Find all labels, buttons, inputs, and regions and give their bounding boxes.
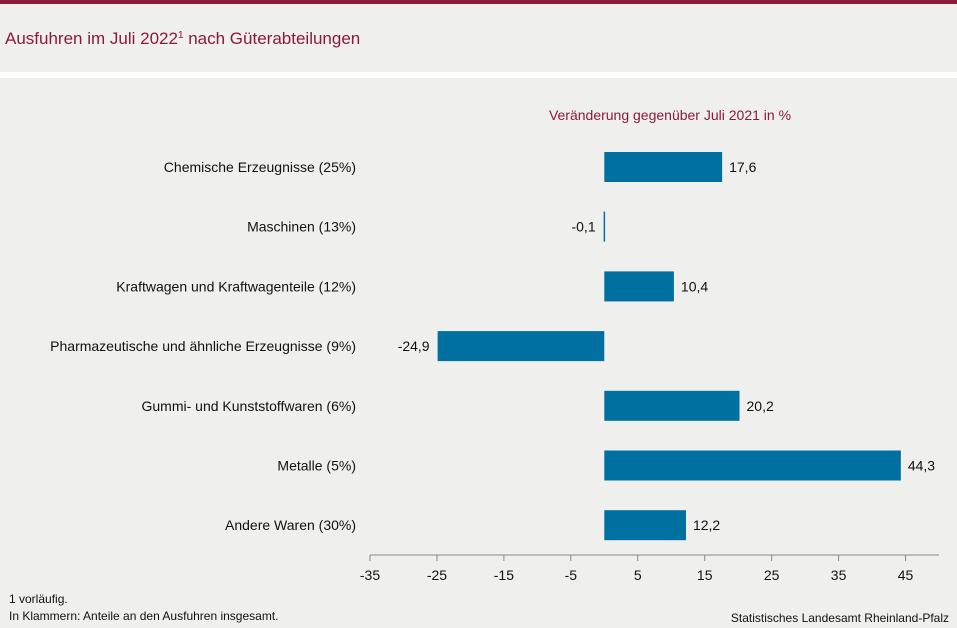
x-tick-label: 35	[831, 567, 847, 583]
bar-group: Chemische Erzeugnisse (25%) 17,6 Maschinen…	[50, 152, 935, 541]
data-label: 20,2	[747, 398, 774, 414]
title-suffix: nach Güterabteilungen	[183, 29, 361, 48]
x-tick-label: 25	[764, 567, 780, 583]
data-label: -0,1	[571, 219, 595, 235]
bar	[604, 271, 674, 302]
source-credit: Statistisches Landesamt Rheinland-Pfalz	[730, 611, 949, 625]
x-tick-label: -35	[360, 567, 380, 583]
x-axis: -35 -25 -15 -5 5 15 25 35 45	[360, 554, 939, 583]
bar	[604, 390, 740, 421]
data-label: 10,4	[681, 278, 708, 294]
data-label: 17,6	[729, 159, 756, 175]
bar	[603, 211, 606, 242]
category-label: Kraftwagen und Kraftwagenteile (12%)	[116, 278, 356, 294]
title-main: Ausfuhren im Juli 2022	[5, 29, 178, 48]
data-label: -24,9	[398, 338, 430, 354]
x-tick-label: -15	[494, 567, 514, 583]
category-label: Chemische Erzeugnisse (25%)	[164, 159, 356, 175]
data-label: 12,2	[693, 517, 720, 533]
data-label: 44,3	[908, 458, 935, 474]
chart-subtitle: Veränderung gegenüber Juli 2021 in %	[549, 107, 791, 123]
chart-title: Ausfuhren im Juli 20221 nach Güterabteil…	[5, 29, 360, 49]
category-label: Metalle (5%)	[277, 458, 356, 474]
title-footnote-marker: 1	[177, 30, 184, 41]
top-accent-rule	[0, 0, 957, 4]
x-tick-label: -25	[427, 567, 447, 583]
category-label: Andere Waren (30%)	[225, 517, 356, 533]
footnote-brackets: In Klammern: Anteile an den Ausfuhren in…	[9, 609, 279, 623]
x-tick-label: 5	[634, 567, 642, 583]
category-label: Pharmazeutische und ähnliche Erzeugnisse…	[50, 338, 356, 354]
header-divider	[0, 72, 957, 78]
bar	[604, 510, 686, 541]
bar	[604, 152, 723, 182]
category-label: Gummi- und Kunststoffwaren (6%)	[142, 398, 357, 414]
x-tick-label: 15	[697, 567, 713, 583]
footnote-preliminary: 1 vorläufig.	[9, 592, 68, 606]
bar	[437, 331, 605, 362]
category-label: Maschinen (13%)	[247, 219, 356, 235]
bar	[604, 450, 901, 481]
x-tick-label: 45	[898, 567, 914, 583]
x-tick-label: -5	[565, 567, 578, 583]
